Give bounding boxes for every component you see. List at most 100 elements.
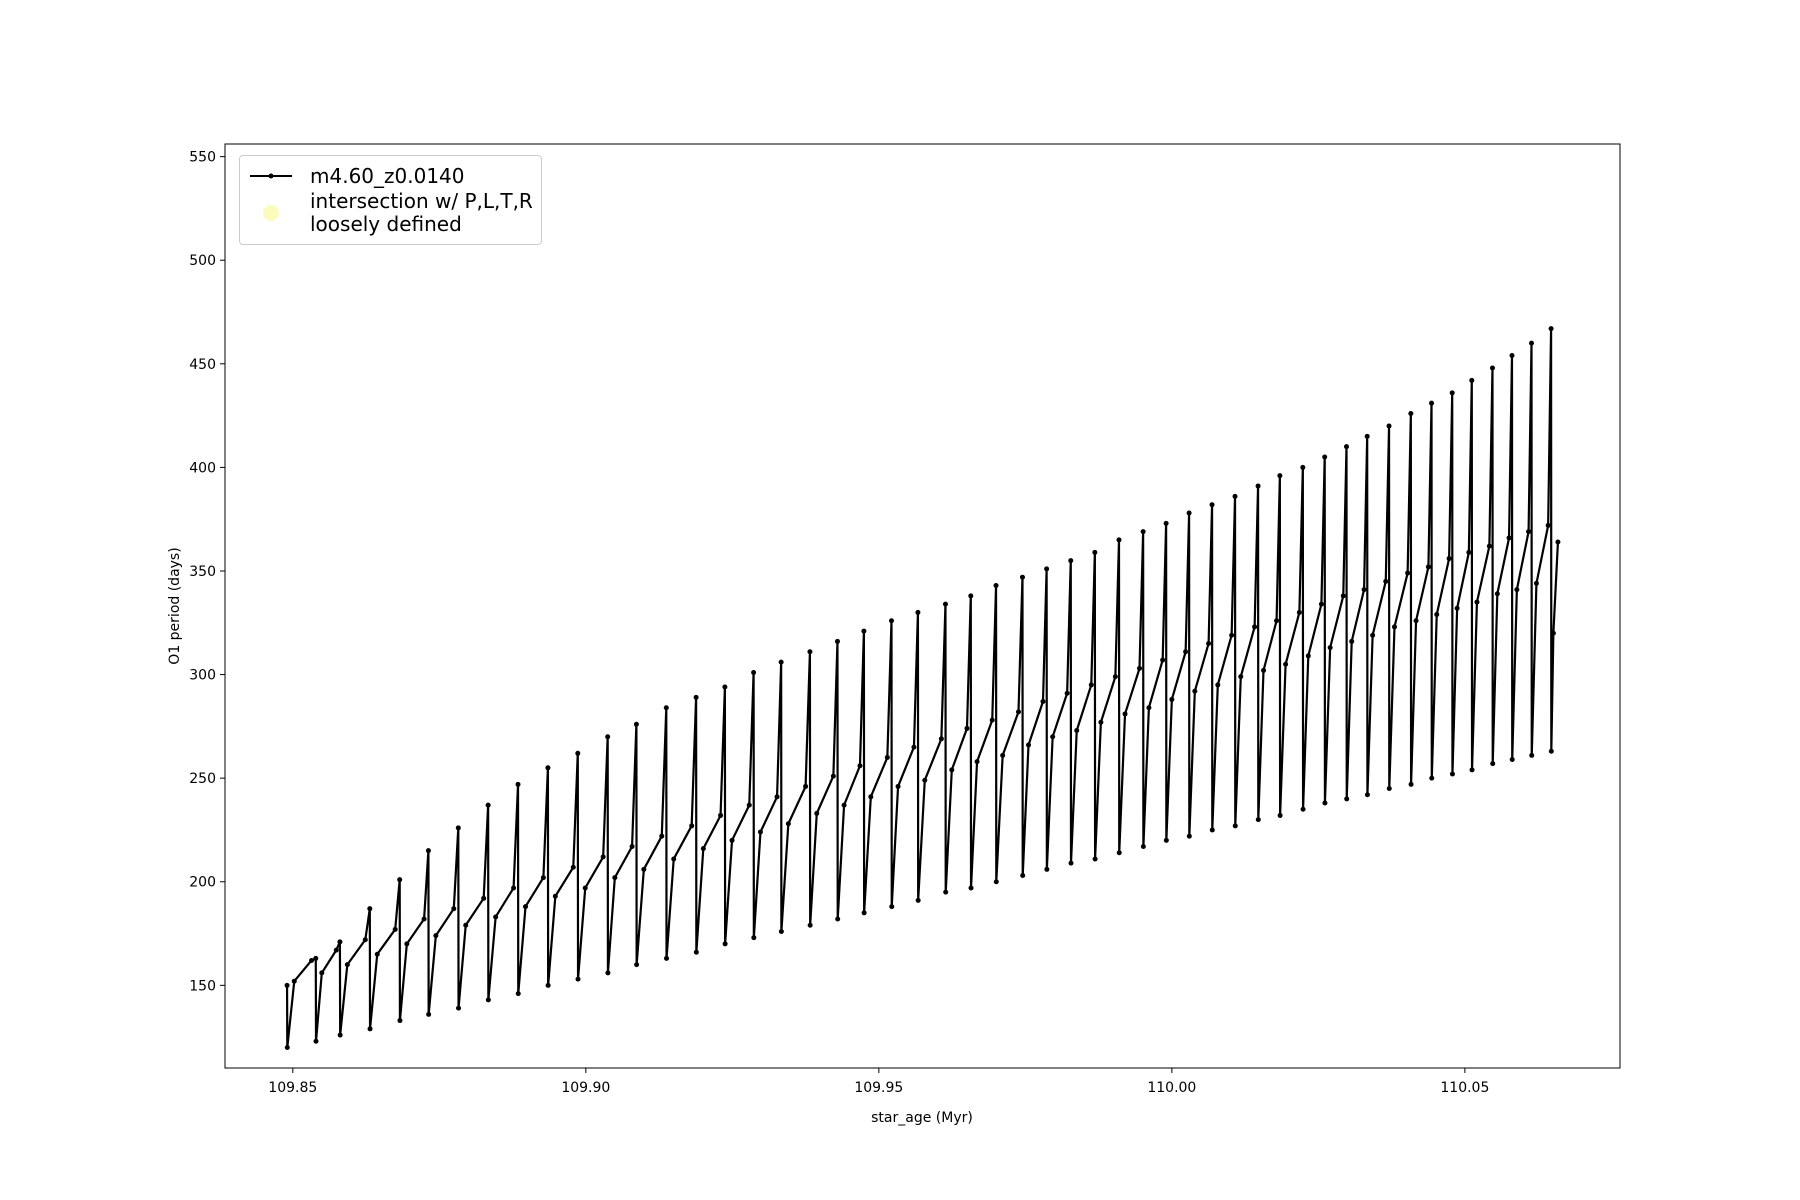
point — [481, 895, 487, 901]
point — [884, 754, 890, 760]
point — [1509, 353, 1515, 359]
point — [888, 618, 894, 624]
point — [1526, 529, 1532, 535]
point — [1050, 734, 1056, 740]
point — [1489, 365, 1495, 371]
point — [1192, 688, 1198, 694]
point — [1229, 632, 1235, 638]
y-axis-label: O1 period (days) — [167, 547, 183, 664]
point — [1163, 837, 1169, 843]
point — [1277, 812, 1283, 818]
point — [1026, 742, 1032, 748]
point — [1068, 860, 1074, 866]
point — [993, 582, 999, 588]
point — [1169, 696, 1175, 702]
point — [1146, 705, 1152, 711]
point — [362, 937, 368, 943]
point — [1529, 752, 1535, 758]
point — [333, 947, 339, 953]
point — [397, 1018, 403, 1024]
point — [659, 833, 665, 839]
y-tick-label: 350 — [189, 564, 216, 580]
point — [1383, 578, 1389, 584]
point — [1277, 473, 1283, 479]
point — [1361, 587, 1367, 593]
point — [425, 848, 431, 854]
point — [641, 866, 647, 872]
point — [1449, 771, 1455, 777]
point — [1305, 653, 1311, 659]
point — [915, 897, 921, 903]
point — [633, 721, 639, 727]
point — [1040, 699, 1046, 705]
point — [746, 802, 752, 808]
point — [1015, 709, 1021, 715]
point — [1137, 665, 1143, 671]
point — [1206, 640, 1212, 646]
point — [1327, 645, 1333, 651]
point — [1486, 543, 1492, 549]
point — [949, 767, 955, 773]
point — [319, 970, 325, 976]
y-tick-label: 500 — [189, 253, 216, 269]
point — [778, 928, 784, 934]
point — [1098, 719, 1104, 725]
point — [1088, 682, 1094, 688]
point — [1300, 806, 1306, 812]
point — [1509, 757, 1515, 763]
point — [830, 773, 836, 779]
point — [729, 837, 735, 843]
point — [1068, 558, 1074, 564]
point — [911, 744, 917, 750]
point — [993, 879, 999, 885]
point — [451, 906, 457, 912]
point — [575, 976, 581, 982]
point — [1349, 638, 1355, 644]
point — [511, 885, 517, 891]
x-tick-label: 110.05 — [1440, 1080, 1489, 1096]
point — [404, 941, 410, 947]
point — [1550, 630, 1556, 636]
point — [337, 939, 343, 945]
point — [664, 955, 670, 961]
point — [1238, 674, 1244, 680]
point — [1322, 454, 1328, 460]
point — [397, 877, 403, 883]
y-tick-label: 150 — [189, 978, 216, 994]
point — [515, 991, 521, 997]
point — [1494, 591, 1500, 597]
legend-entry: intersection w/ P,L,T,R loosely defined — [248, 190, 533, 236]
point — [600, 854, 606, 860]
point — [291, 978, 297, 984]
point — [367, 1026, 373, 1032]
point — [605, 970, 611, 976]
point — [1140, 529, 1146, 535]
point — [722, 684, 728, 690]
point — [485, 802, 491, 808]
point — [284, 982, 290, 988]
point — [1160, 657, 1166, 663]
point — [989, 717, 995, 723]
point — [1255, 483, 1261, 489]
point — [1209, 827, 1215, 833]
point — [540, 875, 546, 881]
point — [1074, 728, 1080, 734]
point — [1140, 844, 1146, 850]
x-tick-label: 109.95 — [854, 1080, 903, 1096]
point — [545, 765, 551, 771]
point — [1044, 566, 1050, 572]
point — [1183, 649, 1189, 655]
point — [629, 844, 635, 850]
point — [392, 926, 398, 932]
point — [1434, 611, 1440, 617]
point — [433, 933, 439, 939]
point — [1209, 502, 1215, 508]
point — [1300, 464, 1306, 470]
point — [634, 962, 640, 968]
point — [1449, 390, 1455, 396]
point — [1506, 535, 1512, 541]
point — [570, 864, 576, 870]
point — [751, 935, 757, 941]
